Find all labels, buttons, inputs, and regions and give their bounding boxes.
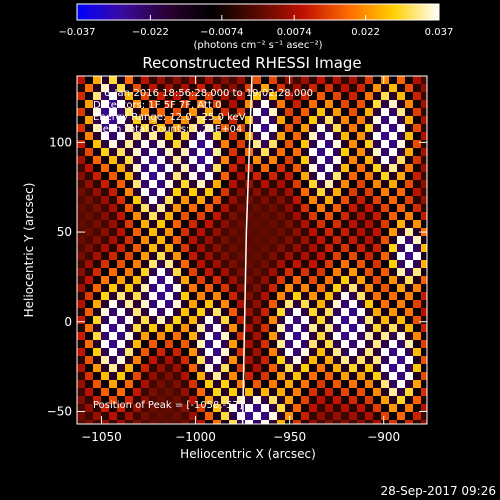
y-tick-label: 50 [57,225,72,239]
annotation-block: 6-Jan-2016 18:56:28.000 to 19:02:28.000 … [93,88,313,411]
colorbar-ticks: −0.037 −0.022 −0.0074 0.0074 0.022 0.037 [58,15,453,38]
y-tick-label: 100 [49,135,72,149]
colorbar-tick-label: 0.037 [425,27,454,38]
y-tick-label: 0 [64,315,72,329]
colorbar-units-label: (photons cm⁻² s⁻¹ asec⁻²) [193,40,322,51]
y-tick-label: −50 [47,404,72,418]
x-tick-label: −1000 [175,430,216,444]
annotation-energy-range: Energy Range: 12.0 - 25.0 keV [93,112,246,123]
footer-timestamp: 28-Sep-2017 09:26 [381,484,496,498]
colorbar [76,3,440,21]
colorbar-tick-label: −0.037 [58,27,95,38]
x-tick-label: −1050 [81,430,122,444]
y-axis-label: Heliocentric Y (arcsec) [22,183,36,318]
solar-limb-line [241,76,253,424]
plot-axes: −1050 −1000 −950 −900 −50 0 50 100 [47,76,427,444]
colorbar-tick-label: 0.0074 [277,27,312,38]
plot-frame [76,75,428,425]
x-tick-label: −950 [273,430,306,444]
heatmap-image [77,76,427,424]
x-tick-label: −900 [367,430,400,444]
colorbar-tick-label: −0.022 [132,27,169,38]
annotation-peak-position: Position of Peak = [-1058,-57] [93,400,243,411]
chart-title: Reconstructed RHESSI Image [142,54,361,72]
annotation-detectors: Detectors: 1F 5F 7F, Att 0 [93,100,221,111]
colorbar-tick-label: 0.022 [351,27,380,38]
colorbar-tick-label: −0.0074 [200,27,243,38]
annotation-total-counts: Clean Total Counts: 1.24E+04 [93,124,242,135]
annotation-time-range: 6-Jan-2016 18:56:28.000 to 19:02:28.000 [104,88,313,99]
x-axis-label: Heliocentric X (arcsec) [180,447,316,461]
